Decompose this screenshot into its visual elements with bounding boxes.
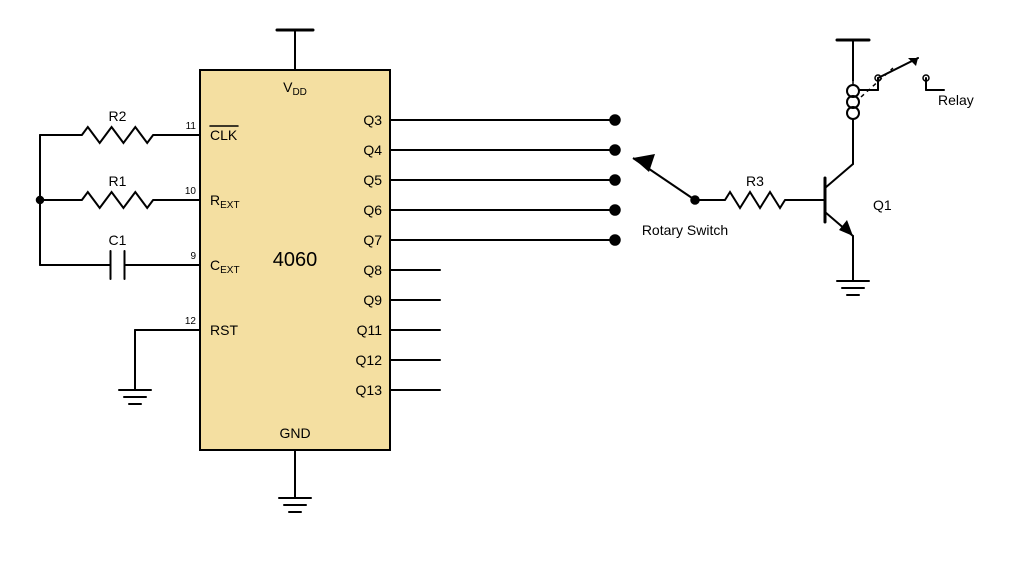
svg-text:9: 9 [190,251,196,262]
pin-rst: RST [210,322,238,338]
svg-text:10: 10 [185,186,197,197]
pin-q9: Q9 [363,292,382,308]
pin-q4: Q4 [363,142,382,158]
label-c1: C1 [109,232,127,248]
label-r1: R1 [109,173,127,189]
circuit-diagram: 4060VDDGND11CLK10REXT9CEXT12RSTQ3Q4Q5Q6Q… [0,0,1024,559]
pin-q3: Q3 [363,112,382,128]
chip-name: 4060 [273,249,318,271]
pin-q12: Q12 [356,352,383,368]
pin-q8: Q8 [363,262,382,278]
label-r3: R3 [746,173,764,189]
svg-text:11: 11 [186,121,197,132]
pin-q13: Q13 [356,382,383,398]
pin-clk: CLK [210,127,238,143]
label-rotary-switch: Rotary Switch [642,222,728,238]
pin-q7: Q7 [363,232,382,248]
label-r2: R2 [109,108,127,124]
pin-q6: Q6 [363,202,382,218]
label-relay: Relay [938,92,974,108]
svg-text:12: 12 [185,316,197,327]
pin-q5: Q5 [363,172,382,188]
pin-gnd: GND [279,425,310,441]
pin-q11: Q11 [357,322,383,338]
label-q1: Q1 [873,197,892,213]
